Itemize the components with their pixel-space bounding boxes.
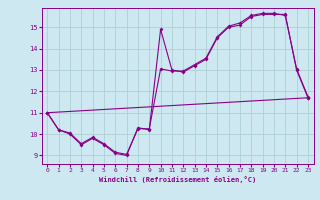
X-axis label: Windchill (Refroidissement éolien,°C): Windchill (Refroidissement éolien,°C) xyxy=(99,176,256,183)
